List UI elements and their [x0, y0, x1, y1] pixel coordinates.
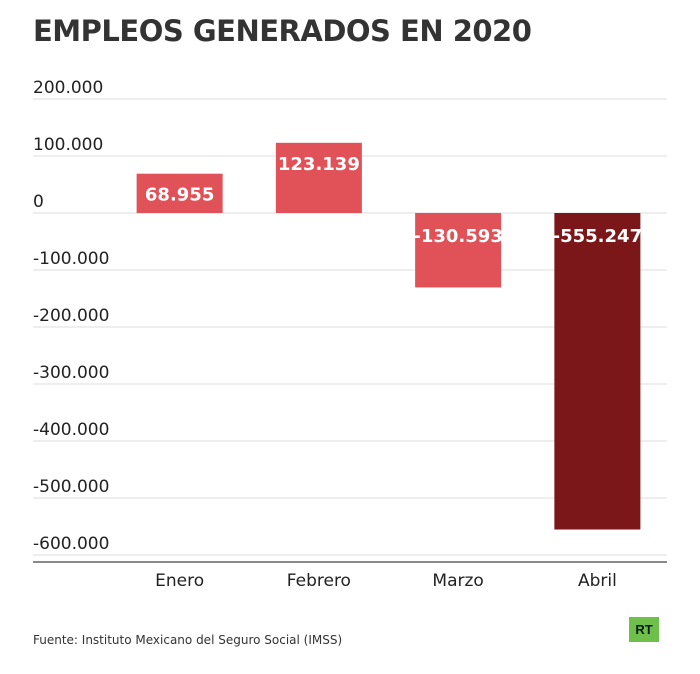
y-tick-label: -600.000	[33, 534, 109, 554]
source-note: Fuente: Instituto Mexicano del Seguro So…	[33, 633, 343, 647]
value-label: -555.247	[553, 226, 642, 247]
y-tick-label: 100.000	[33, 135, 103, 155]
y-tick-label: -500.000	[33, 477, 109, 497]
x-axis-ticks: Enero Febrero Marzo Abril	[155, 571, 617, 591]
y-tick-label: 0	[33, 192, 44, 212]
x-tick-label: Marzo	[432, 571, 483, 591]
chart-title: EMPLEOS GENERADOS EN 2020	[33, 14, 532, 48]
y-tick-label: -400.000	[33, 420, 109, 440]
y-tick-label: -300.000	[33, 363, 109, 383]
y-tick-label: -200.000	[33, 306, 109, 326]
y-tick-label: 200.000	[33, 78, 103, 98]
value-label: 123.139	[278, 154, 360, 175]
bar-febrero	[275, 142, 362, 213]
value-label: 68.955	[145, 185, 214, 206]
bar-abril	[554, 213, 641, 530]
rt-logo: RT	[629, 617, 659, 642]
x-tick-label: Febrero	[287, 571, 351, 591]
y-axis-ticks: 200.000 100.000 0 -100.000 -200.000 -300.000 -…	[33, 78, 109, 554]
x-tick-label: Enero	[155, 571, 204, 591]
value-labels: 68.955 123.139 -130.593 -555.247	[145, 154, 642, 247]
y-tick-label: -100.000	[33, 249, 109, 269]
x-tick-label: Abril	[578, 571, 617, 591]
bars	[136, 142, 641, 530]
value-label: -130.593	[413, 226, 502, 247]
bar-marzo	[415, 213, 502, 288]
bar-enero	[136, 173, 223, 213]
